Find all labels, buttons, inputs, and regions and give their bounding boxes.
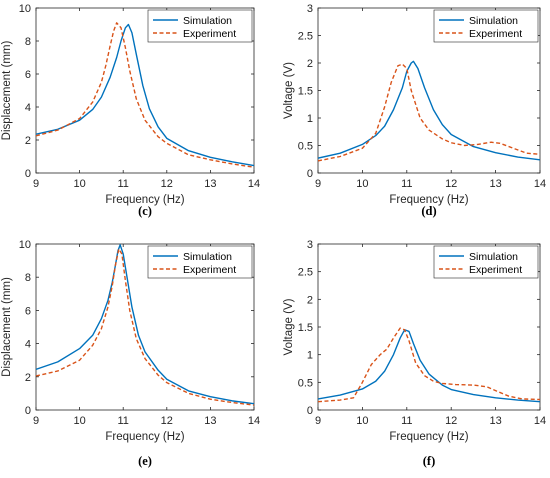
legend-label-simulation: Simulation bbox=[183, 251, 232, 263]
chart-panel-1: 9 10 11 12 13 14 0 2 4 6 8 10 Frequency (Hz) Displace… bbox=[1, 3, 260, 218]
x-tick-label: 13 bbox=[489, 178, 501, 190]
y-tick-label: 6 bbox=[25, 305, 31, 317]
legend-label-experiment: Experiment bbox=[469, 28, 522, 40]
y-tick-label: 1 bbox=[307, 113, 313, 125]
x-tick-label: 10 bbox=[73, 178, 85, 190]
x-tick-label: 9 bbox=[33, 178, 39, 190]
x-axis-label: Frequency (Hz) bbox=[105, 431, 184, 443]
panel-caption: (d) bbox=[421, 204, 436, 218]
y-tick-label: 1 bbox=[307, 350, 313, 362]
y-tick-label: 10 bbox=[19, 239, 31, 251]
x-tick-label: 14 bbox=[534, 178, 546, 190]
x-axis-label: Frequency (Hz) bbox=[105, 194, 184, 206]
y-tick-label: 2 bbox=[25, 135, 31, 147]
chart-panel-3: 9 10 11 12 13 14 0 2 4 6 8 10 Frequency (Hz) Displace… bbox=[1, 239, 260, 468]
panel-caption: (e) bbox=[138, 454, 152, 468]
x-tick-label: 14 bbox=[534, 415, 546, 427]
x-tick-label: 10 bbox=[356, 178, 368, 190]
y-tick-label: 2 bbox=[307, 58, 313, 70]
series-group bbox=[318, 60, 540, 162]
y-tick-label: 2 bbox=[307, 294, 313, 306]
legend-label-simulation: Simulation bbox=[183, 15, 232, 27]
y-tick-label: 2.5 bbox=[298, 267, 313, 279]
legend-label-experiment: Experiment bbox=[183, 28, 236, 40]
legend-box bbox=[147, 9, 253, 43]
y-axis-label: Displacement (mm) bbox=[1, 40, 13, 140]
x-tick-label: 11 bbox=[117, 178, 128, 190]
y-tick-label: 0 bbox=[25, 168, 31, 180]
x-tick-label: 9 bbox=[315, 415, 321, 427]
x-tick-label: 14 bbox=[248, 178, 260, 190]
x-tick-label: 11 bbox=[401, 178, 412, 190]
y-axis-label: Displacement (mm) bbox=[1, 277, 13, 377]
series-line-simulation bbox=[318, 60, 540, 161]
legend-box bbox=[433, 245, 539, 279]
y-tick-label: 8 bbox=[25, 272, 31, 284]
series-line-simulation bbox=[318, 329, 540, 403]
y-tick-label: 6 bbox=[25, 69, 31, 81]
x-axis-label: Frequency (Hz) bbox=[389, 194, 468, 206]
chart-panel-4: 9 10 11 12 13 14 0 0.5 1 1.5 2 2.5 3 Frequency (Hz) Vo… bbox=[283, 239, 546, 468]
y-tick-label: 8 bbox=[25, 36, 31, 48]
x-tick-label: 14 bbox=[248, 415, 260, 427]
legend-label-experiment: Experiment bbox=[469, 264, 522, 276]
y-tick-label: 0.5 bbox=[298, 377, 313, 389]
y-tick-label: 1.5 bbox=[298, 86, 313, 98]
y-tick-label: 0 bbox=[307, 168, 313, 180]
chart-panel-2: 9 10 11 12 13 14 0 0.5 1 1.5 2 2.5 3 Frequency (Hz) Vo… bbox=[283, 3, 546, 218]
x-tick-label: 12 bbox=[445, 415, 457, 427]
x-tick-label: 9 bbox=[33, 415, 39, 427]
y-tick-label: 0 bbox=[25, 405, 31, 417]
series-line-experiment bbox=[318, 63, 540, 162]
y-tick-label: 0 bbox=[307, 405, 313, 417]
x-tick-label: 13 bbox=[204, 415, 216, 427]
legend-label-simulation: Simulation bbox=[469, 15, 518, 27]
legend-label-experiment: Experiment bbox=[183, 264, 236, 276]
y-tick-label: 0.5 bbox=[298, 141, 313, 153]
y-tick-label: 2 bbox=[25, 372, 31, 384]
legend-box bbox=[433, 9, 539, 43]
y-axis-label: Voltage (V) bbox=[283, 298, 295, 355]
series-line-simulation bbox=[36, 244, 254, 405]
series-group bbox=[318, 327, 540, 403]
y-tick-label: 1.5 bbox=[298, 322, 313, 334]
x-tick-label: 11 bbox=[401, 415, 412, 427]
series-line-simulation bbox=[36, 23, 254, 167]
x-axis-label: Frequency (Hz) bbox=[389, 431, 468, 443]
legend-box bbox=[147, 245, 253, 279]
y-axis-label: Voltage (V) bbox=[283, 62, 295, 119]
series-line-experiment bbox=[36, 22, 254, 168]
x-tick-label: 10 bbox=[356, 415, 368, 427]
series-group bbox=[36, 22, 254, 168]
x-tick-label: 13 bbox=[204, 178, 216, 190]
x-tick-label: 12 bbox=[161, 415, 173, 427]
panel-caption: (f) bbox=[423, 454, 436, 468]
y-tick-label: 4 bbox=[25, 339, 31, 351]
y-tick-label: 2.5 bbox=[298, 31, 313, 43]
y-tick-label: 3 bbox=[307, 239, 313, 251]
y-tick-label: 10 bbox=[19, 3, 31, 15]
panel-caption: (c) bbox=[138, 204, 152, 218]
y-tick-label: 3 bbox=[307, 3, 313, 15]
legend-label-simulation: Simulation bbox=[469, 251, 518, 263]
x-tick-label: 9 bbox=[315, 178, 321, 190]
x-tick-label: 10 bbox=[73, 415, 85, 427]
y-tick-label: 4 bbox=[25, 102, 31, 114]
series-line-experiment bbox=[36, 248, 254, 406]
series-group bbox=[36, 244, 254, 406]
x-tick-label: 13 bbox=[489, 415, 501, 427]
x-tick-label: 11 bbox=[117, 415, 128, 427]
x-tick-label: 12 bbox=[445, 178, 457, 190]
x-tick-label: 12 bbox=[161, 178, 173, 190]
